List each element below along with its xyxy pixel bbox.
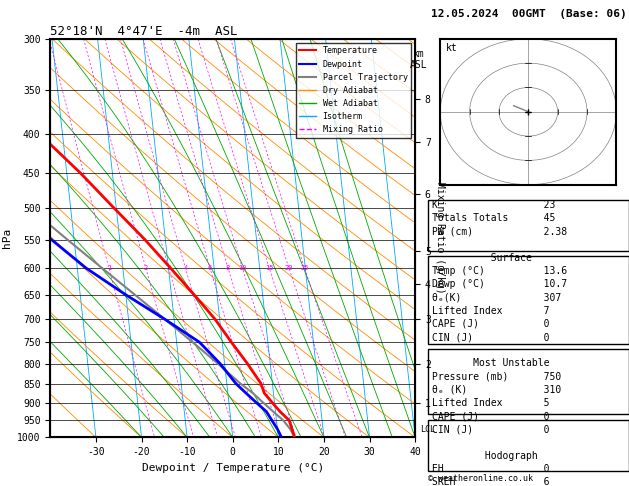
X-axis label: Dewpoint / Temperature (°C): Dewpoint / Temperature (°C) — [142, 463, 324, 473]
Text: km
ASL: km ASL — [409, 49, 427, 70]
Y-axis label: Mixing Ratio (g/kg): Mixing Ratio (g/kg) — [435, 182, 445, 294]
Legend: Temperature, Dewpoint, Parcel Trajectory, Dry Adiabat, Wet Adiabat, Isotherm, Mi: Temperature, Dewpoint, Parcel Trajectory… — [296, 43, 411, 138]
Y-axis label: hPa: hPa — [1, 228, 11, 248]
Text: 25: 25 — [301, 265, 309, 271]
Text: 2: 2 — [144, 265, 148, 271]
Text: LCL: LCL — [420, 424, 435, 434]
Text: 3: 3 — [167, 265, 171, 271]
Text: 10: 10 — [238, 265, 247, 271]
Text: © weatheronline.co.uk: © weatheronline.co.uk — [428, 474, 533, 483]
Text: kt: kt — [446, 43, 458, 53]
Text: K                  23
Totals Totals      45
PW (cm)            2.38
            : K 23 Totals Totals 45 PW (cm) 2.38 — [431, 200, 596, 486]
Text: 8: 8 — [226, 265, 230, 271]
Text: 12.05.2024  00GMT  (Base: 06): 12.05.2024 00GMT (Base: 06) — [431, 9, 626, 19]
Text: 20: 20 — [285, 265, 293, 271]
Text: 6: 6 — [208, 265, 212, 271]
Text: 52°18'N  4°47'E  -4m  ASL: 52°18'N 4°47'E -4m ASL — [50, 25, 238, 38]
Text: 1: 1 — [107, 265, 111, 271]
Text: 15: 15 — [265, 265, 274, 271]
Text: 4: 4 — [184, 265, 187, 271]
